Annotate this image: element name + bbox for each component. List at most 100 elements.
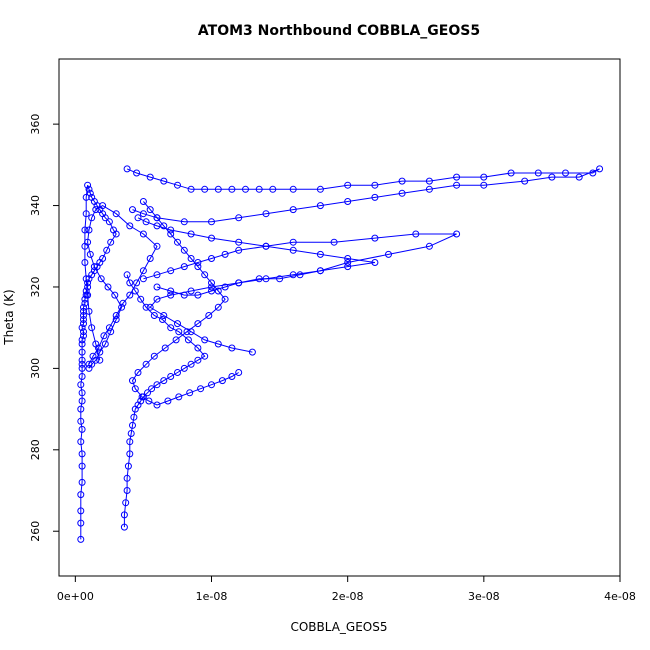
data-point bbox=[146, 173, 154, 181]
data-point bbox=[78, 348, 86, 356]
data-point bbox=[84, 283, 92, 291]
data-point bbox=[78, 450, 86, 458]
data-point bbox=[180, 218, 188, 226]
data-point bbox=[214, 185, 222, 193]
data-point bbox=[142, 360, 150, 368]
data-point bbox=[139, 230, 147, 238]
data-point bbox=[296, 271, 304, 279]
data-point bbox=[175, 393, 183, 401]
data-point bbox=[164, 397, 172, 405]
data-point bbox=[126, 291, 134, 299]
series-line bbox=[126, 168, 600, 223]
data-point bbox=[150, 352, 158, 360]
data-point bbox=[187, 287, 195, 295]
data-point bbox=[78, 336, 86, 344]
data-point bbox=[344, 263, 352, 271]
data-point bbox=[131, 287, 139, 295]
data-point bbox=[425, 242, 433, 250]
data-point bbox=[80, 332, 87, 340]
data-point bbox=[84, 279, 92, 287]
data-series bbox=[123, 165, 604, 226]
data-point bbox=[184, 336, 192, 344]
data-point bbox=[172, 336, 180, 344]
data-point bbox=[146, 303, 154, 311]
data-point bbox=[95, 344, 102, 352]
y-axis: 260 280 300 320 340 360 bbox=[29, 114, 60, 542]
x-tick-label: 4e-08 bbox=[604, 590, 636, 603]
data-point bbox=[78, 425, 86, 433]
data-series bbox=[77, 181, 120, 543]
data-point bbox=[139, 210, 147, 218]
data-point bbox=[174, 181, 181, 189]
data-point bbox=[180, 263, 188, 271]
data-point bbox=[80, 312, 87, 319]
data-point bbox=[110, 226, 117, 234]
data-point bbox=[84, 181, 92, 189]
data-point bbox=[146, 206, 154, 214]
data-point bbox=[123, 165, 131, 173]
data-point bbox=[105, 218, 113, 226]
data-series bbox=[134, 214, 379, 299]
y-tick-label: 260 bbox=[29, 521, 42, 542]
data-point bbox=[235, 214, 243, 222]
data-point bbox=[126, 222, 134, 230]
data-point bbox=[160, 377, 168, 385]
data-point bbox=[398, 177, 406, 185]
data-point bbox=[344, 255, 352, 262]
data-point bbox=[101, 340, 109, 348]
data-point bbox=[148, 385, 156, 393]
data-point bbox=[78, 397, 86, 405]
data-point bbox=[161, 344, 169, 352]
data-point bbox=[145, 397, 153, 405]
data-point bbox=[385, 250, 392, 258]
data-point bbox=[159, 316, 166, 323]
data-point bbox=[139, 275, 147, 283]
data-point bbox=[167, 324, 175, 332]
data-point bbox=[534, 169, 542, 177]
x-tick-label: 3e-08 bbox=[468, 590, 500, 603]
data-point bbox=[208, 234, 215, 242]
data-point bbox=[221, 283, 229, 291]
data-point bbox=[183, 328, 191, 336]
data-series bbox=[129, 198, 243, 409]
data-point bbox=[77, 381, 85, 389]
data-series bbox=[120, 271, 209, 531]
data-point bbox=[186, 389, 194, 397]
data-point bbox=[78, 373, 86, 380]
data-point bbox=[167, 230, 175, 238]
data-point bbox=[167, 287, 175, 295]
data-point bbox=[194, 320, 202, 328]
data-point bbox=[142, 303, 150, 311]
y-axis-label: Theta (K) bbox=[2, 289, 16, 345]
data-point bbox=[123, 271, 131, 279]
data-point bbox=[129, 421, 136, 429]
series-line bbox=[143, 233, 457, 353]
data-point bbox=[480, 181, 488, 189]
data-point bbox=[78, 340, 86, 348]
data-point bbox=[103, 246, 111, 254]
data-point bbox=[77, 438, 85, 446]
data-point bbox=[289, 206, 297, 214]
data-point bbox=[78, 478, 86, 486]
data-point bbox=[521, 177, 529, 185]
data-point bbox=[453, 230, 461, 238]
data-point bbox=[187, 230, 195, 238]
chart-title: ATOM3 Northbound COBBLA_GEOS5 bbox=[198, 23, 480, 39]
data-point bbox=[153, 242, 161, 250]
data-point bbox=[344, 181, 352, 189]
data-point bbox=[120, 511, 128, 519]
data-point bbox=[208, 287, 215, 295]
y-tick-label: 360 bbox=[29, 114, 42, 135]
data-point bbox=[124, 462, 132, 470]
data-point bbox=[262, 210, 270, 218]
series-line bbox=[80, 185, 117, 540]
data-point bbox=[126, 279, 134, 287]
data-point bbox=[129, 206, 136, 214]
data-point bbox=[453, 181, 461, 189]
data-point bbox=[96, 348, 104, 356]
data-point bbox=[344, 259, 352, 266]
data-point bbox=[562, 169, 569, 177]
data-point bbox=[174, 369, 181, 376]
data-point bbox=[160, 177, 168, 185]
